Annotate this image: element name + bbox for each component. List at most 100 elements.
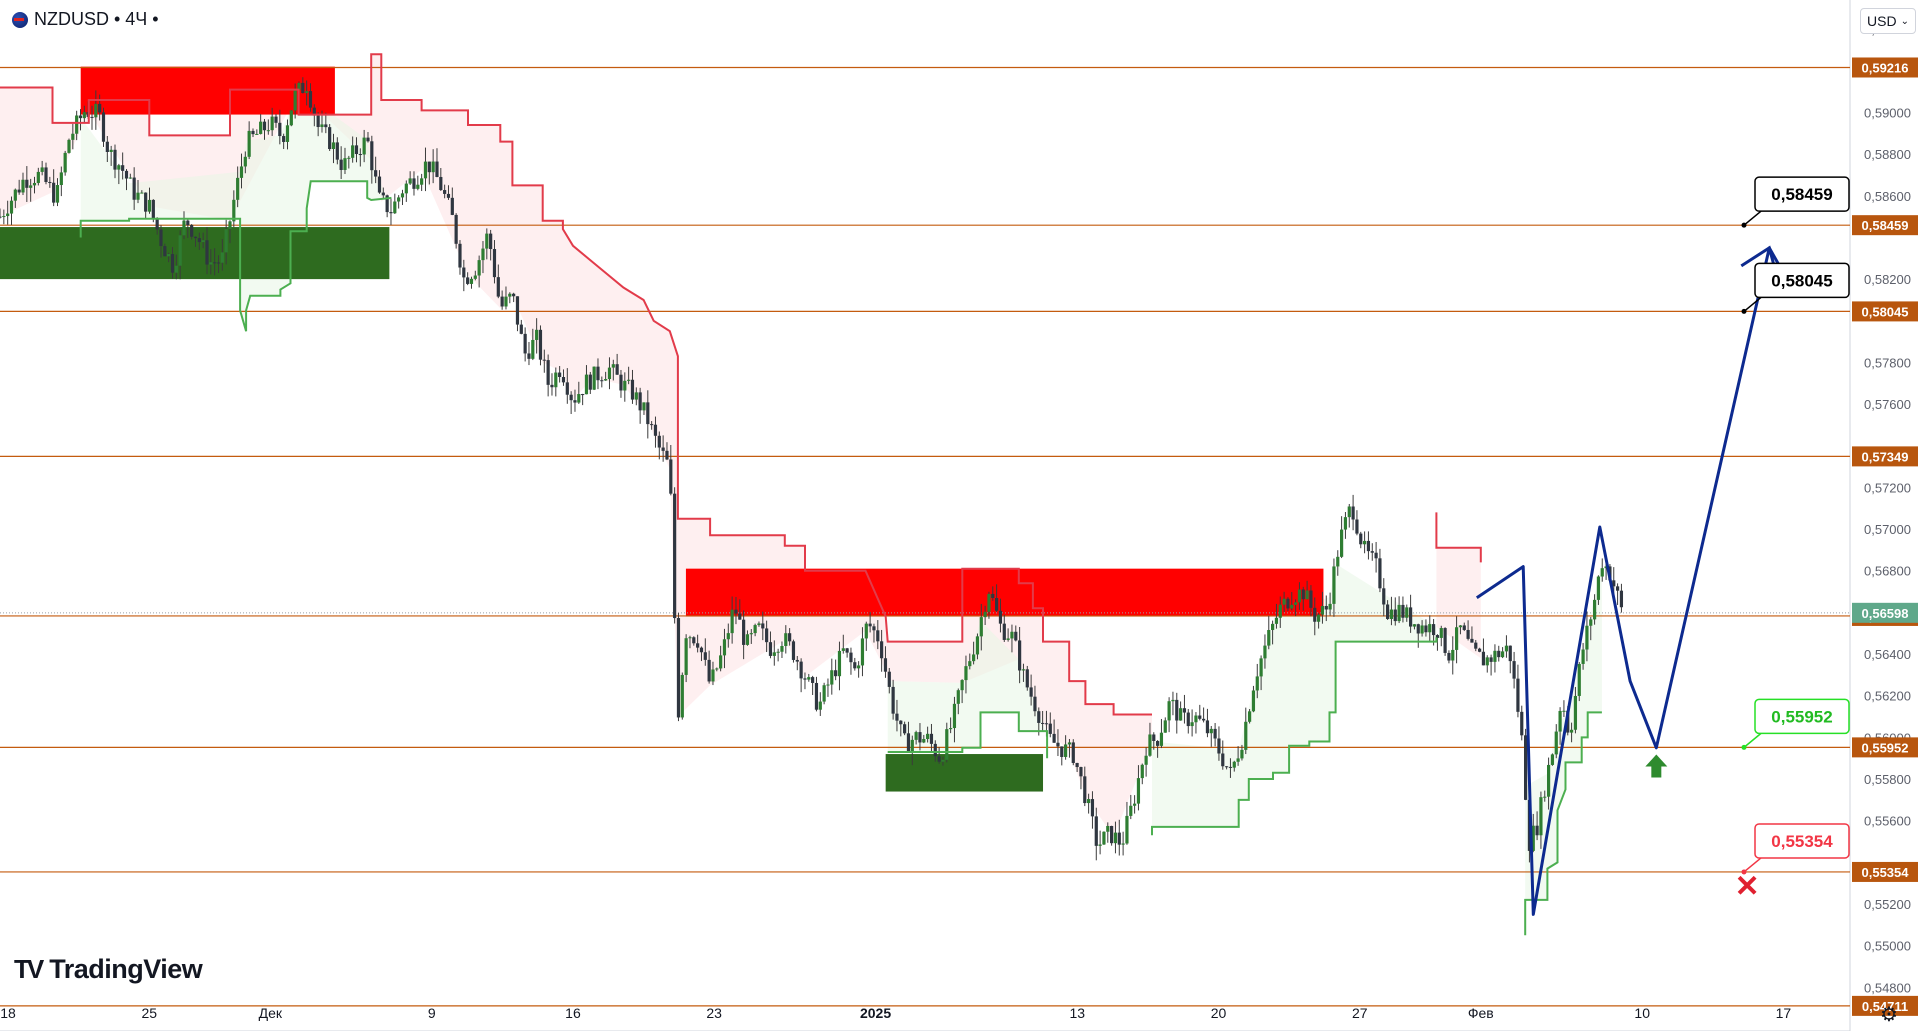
candle-body-283 [1083,776,1087,804]
y-tick-label-3: 0,58600 [1864,189,1911,204]
candle-body-181 [692,637,696,644]
candle-body-131 [500,296,504,307]
callout-pointer-1 [1743,296,1762,312]
candle-body-235 [899,720,903,725]
candle-body-46 [174,265,178,273]
candle-body-120 [458,243,462,268]
y-tick-label-14: 0,55600 [1864,814,1911,829]
candle-body-407 [1558,710,1562,732]
candle-body-352 [1347,506,1351,518]
candle-body-190 [726,633,730,640]
candle-body-138 [527,353,531,359]
candle-body-255 [975,636,980,655]
buy-arrow-icon [1645,754,1668,778]
candle-body-260 [995,598,999,611]
candle-body-229 [876,630,880,642]
supply-zone-0 [80,66,335,115]
symbol-title: NZDUSD • 4Ч • [34,9,159,29]
currency-select[interactable]: USD ⌄ [1860,8,1916,34]
candle-body-345 [1320,605,1325,615]
candle-body-347 [1328,603,1332,610]
candle-body-183 [699,647,704,653]
candle-body-124 [473,275,477,279]
candle-body-328 [1255,676,1259,691]
candle-body-367 [1405,607,1409,618]
candle-body-361 [1382,588,1386,605]
candle-body-182 [696,643,700,648]
candle-body-393 [1504,645,1509,652]
candle-body-206 [788,633,792,642]
candle-body-112 [427,161,431,173]
candle-body-194 [742,619,746,645]
candle-body-293 [1121,843,1125,845]
candle-body-337 [1290,604,1294,609]
candle-body-147 [561,376,566,383]
candle-body-377 [1443,628,1447,653]
candle-body-18 [67,139,71,153]
candle-body-71 [270,116,274,131]
candle-body-94 [358,154,362,156]
candle-body-251 [960,680,964,691]
candle-body-172 [657,435,661,448]
tradingview-logo-mark: TV [14,954,44,984]
support-line-4 [1524,711,1602,936]
candle-body-14 [52,182,56,203]
candle-body-78 [297,82,301,91]
candle-body-187 [715,668,719,670]
candle-body-402 [1539,797,1543,836]
candle-body-332 [1271,623,1275,631]
candle-body-244 [933,743,937,757]
candle-body-99 [377,176,382,193]
candle-body-89 [339,159,343,170]
candle-body-239 [914,732,918,740]
candle-body-185 [707,659,711,682]
candle-body-227 [868,623,872,627]
candle-body-203 [776,651,780,653]
candle-body-47 [178,235,182,266]
candle-body-304 [1163,720,1167,733]
candle-body-395 [1512,661,1516,679]
candle-body-342 [1309,590,1313,608]
candle-body-355 [1359,533,1363,545]
candle-body-37 [140,192,144,194]
candle-body-246 [941,759,945,762]
candle-body-412 [1577,663,1581,696]
callout-anchor-0 [1741,222,1747,228]
candle-body-136 [519,324,523,334]
candle-body-411 [1573,695,1578,730]
candle-body-114 [435,161,439,177]
candle-body-53 [201,240,205,243]
x-tick-label-6: 2025 [860,1005,891,1021]
candle-body-104 [397,197,401,202]
candle-body-224 [857,665,861,669]
candle-body-381 [1458,625,1463,628]
candle-body-269 [1029,687,1033,697]
candle-body-63 [239,166,244,178]
candle-body-359 [1374,552,1378,559]
candle-body-113 [431,161,435,173]
symbol-header[interactable]: NZDUSD • 4Ч • [12,9,159,30]
candle-body-79 [301,82,305,94]
candle-body-91 [347,157,351,159]
candle-body-167 [638,392,642,411]
candle-body-237 [906,733,911,752]
candle-body-291 [1113,832,1118,844]
y-tick-label-8: 0,57000 [1864,522,1911,537]
candle-body-360 [1378,558,1382,589]
candle-body-161 [615,364,619,375]
support-line-3 [1151,637,1438,836]
candle-body-26 [98,103,102,113]
last-price-tag [1852,602,1918,623]
candle-body-413 [1581,649,1585,664]
candle-body-28 [105,141,109,152]
candle-body-140 [535,329,539,340]
candle-body-285 [1090,799,1095,817]
gear-icon[interactable]: ⚙ [1880,1004,1898,1026]
candle-body-325 [1244,721,1248,750]
callout-label-2: 0,55952 [1771,707,1832,726]
candle-body-162 [619,374,623,391]
candle-body-390 [1493,650,1497,662]
candle-body-264 [1010,631,1014,639]
x-tick-label-9: 27 [1352,1005,1368,1021]
